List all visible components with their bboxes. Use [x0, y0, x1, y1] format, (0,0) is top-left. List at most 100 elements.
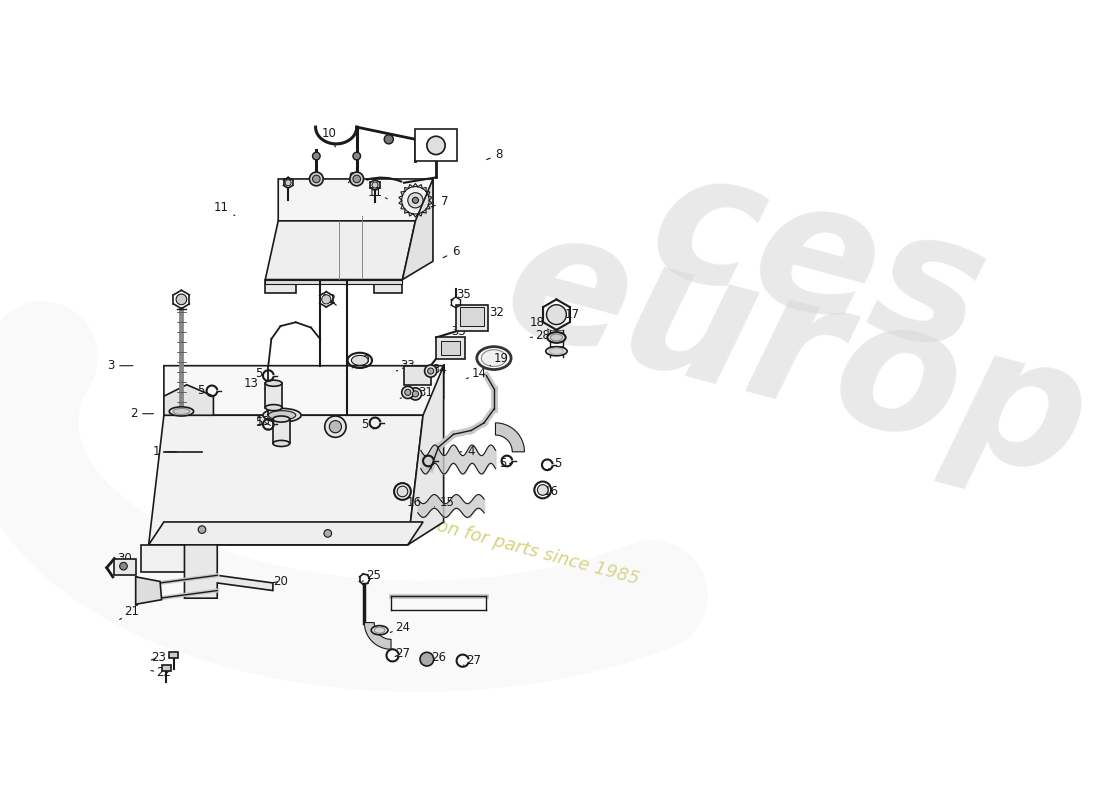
- Text: 5: 5: [361, 418, 374, 431]
- Text: 8: 8: [486, 148, 503, 161]
- Polygon shape: [141, 545, 202, 571]
- Circle shape: [397, 486, 408, 497]
- Text: 5: 5: [549, 457, 562, 470]
- Text: 24: 24: [390, 621, 410, 634]
- Circle shape: [408, 193, 424, 208]
- Ellipse shape: [268, 410, 296, 420]
- Circle shape: [425, 365, 437, 377]
- Text: 13: 13: [244, 377, 265, 390]
- Bar: [169, 652, 178, 658]
- Ellipse shape: [482, 350, 506, 366]
- Text: 2: 2: [130, 407, 154, 420]
- Circle shape: [353, 152, 361, 160]
- Circle shape: [384, 134, 394, 144]
- Text: 4: 4: [460, 446, 475, 458]
- Text: 18: 18: [530, 316, 549, 330]
- Bar: [265, 279, 296, 294]
- Circle shape: [547, 305, 567, 325]
- Text: 1: 1: [153, 446, 176, 458]
- Ellipse shape: [265, 380, 282, 386]
- Polygon shape: [164, 385, 213, 415]
- Text: 30: 30: [110, 552, 132, 565]
- Polygon shape: [278, 179, 433, 221]
- Circle shape: [312, 152, 320, 160]
- Text: 14: 14: [466, 367, 486, 380]
- Text: 15: 15: [434, 497, 455, 510]
- Polygon shape: [364, 622, 390, 650]
- Ellipse shape: [351, 355, 369, 366]
- Text: ces: ces: [632, 134, 1003, 391]
- Ellipse shape: [173, 408, 190, 414]
- Ellipse shape: [374, 627, 385, 634]
- Circle shape: [312, 175, 320, 182]
- Circle shape: [353, 175, 361, 182]
- Text: a passion for parts since 1985: a passion for parts since 1985: [374, 501, 641, 589]
- Ellipse shape: [550, 348, 563, 354]
- Text: 5: 5: [255, 416, 268, 430]
- Text: 31: 31: [414, 386, 432, 399]
- Bar: [460, 307, 484, 326]
- Circle shape: [412, 198, 418, 203]
- Text: 11: 11: [213, 202, 234, 215]
- Polygon shape: [403, 179, 433, 279]
- Circle shape: [324, 416, 346, 438]
- Ellipse shape: [548, 332, 565, 343]
- Polygon shape: [265, 221, 416, 279]
- Circle shape: [372, 182, 378, 188]
- Text: 21: 21: [120, 606, 140, 619]
- Circle shape: [405, 390, 411, 395]
- Text: 28: 28: [530, 329, 550, 342]
- Text: 5: 5: [197, 384, 212, 398]
- Text: 10: 10: [322, 126, 337, 147]
- Text: 35: 35: [451, 288, 471, 302]
- Ellipse shape: [546, 346, 568, 356]
- Circle shape: [427, 136, 446, 154]
- Ellipse shape: [273, 440, 289, 446]
- Text: 5: 5: [499, 457, 513, 470]
- Bar: [265, 279, 403, 284]
- Polygon shape: [148, 522, 424, 545]
- Polygon shape: [148, 415, 424, 545]
- Bar: [455, 305, 487, 331]
- Text: 27: 27: [463, 654, 482, 667]
- Circle shape: [350, 172, 364, 186]
- Ellipse shape: [550, 334, 562, 341]
- Circle shape: [402, 386, 414, 398]
- Text: 10: 10: [418, 133, 432, 146]
- Text: europ: europ: [487, 193, 1100, 516]
- Bar: [162, 666, 170, 671]
- Text: 33: 33: [447, 325, 466, 339]
- Circle shape: [412, 391, 418, 397]
- Ellipse shape: [169, 407, 194, 416]
- Circle shape: [420, 652, 433, 666]
- Polygon shape: [135, 577, 162, 604]
- Circle shape: [120, 562, 128, 570]
- Text: 5: 5: [255, 367, 268, 381]
- Ellipse shape: [371, 626, 388, 634]
- Text: 3: 3: [107, 359, 133, 372]
- Text: 11: 11: [367, 186, 387, 199]
- Circle shape: [198, 526, 206, 534]
- Text: 12: 12: [322, 293, 337, 306]
- Circle shape: [428, 368, 433, 374]
- Polygon shape: [408, 366, 443, 545]
- Text: 6: 6: [443, 245, 460, 258]
- Polygon shape: [495, 423, 525, 452]
- Bar: [114, 558, 135, 575]
- Circle shape: [329, 421, 341, 433]
- Bar: [441, 342, 461, 355]
- Bar: [436, 338, 465, 359]
- Circle shape: [321, 295, 331, 304]
- Text: 20: 20: [273, 575, 288, 588]
- Text: 29: 29: [352, 354, 371, 368]
- Bar: [273, 419, 289, 443]
- Text: 34: 34: [400, 386, 419, 399]
- Text: 19: 19: [491, 351, 508, 366]
- Polygon shape: [185, 545, 273, 598]
- Circle shape: [176, 294, 187, 305]
- Text: 26: 26: [426, 651, 446, 664]
- Circle shape: [538, 485, 548, 495]
- Text: 25: 25: [362, 569, 381, 582]
- Circle shape: [309, 172, 323, 186]
- Ellipse shape: [263, 408, 301, 422]
